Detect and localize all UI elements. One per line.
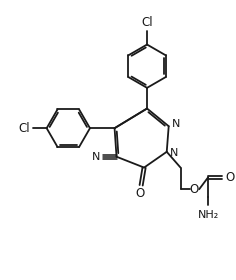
Text: O: O: [190, 183, 199, 196]
Text: N: N: [169, 148, 178, 158]
Text: N: N: [171, 119, 180, 129]
Text: O: O: [225, 171, 234, 184]
Text: Cl: Cl: [18, 122, 30, 135]
Text: N: N: [92, 152, 100, 162]
Text: Cl: Cl: [141, 17, 153, 29]
Text: O: O: [135, 187, 145, 200]
Text: NH₂: NH₂: [198, 210, 219, 220]
